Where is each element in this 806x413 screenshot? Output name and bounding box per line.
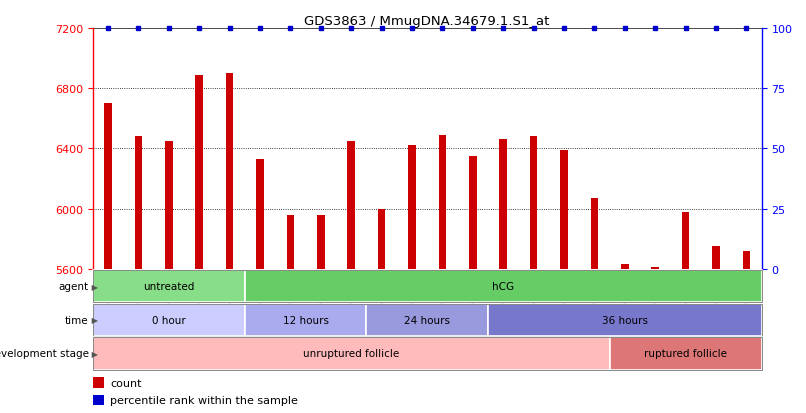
Bar [408, 146, 416, 269]
Bar [245, 304, 367, 336]
Text: unruptured follicle: unruptured follicle [303, 349, 399, 358]
Text: time: time [65, 315, 89, 325]
Bar [226, 74, 233, 269]
Bar [488, 304, 762, 336]
Text: 0 hour: 0 hour [152, 315, 185, 325]
Bar [165, 142, 172, 269]
Bar [367, 304, 488, 336]
Bar [317, 215, 325, 269]
Bar [93, 377, 104, 388]
Bar [378, 210, 385, 269]
Text: 24 hours: 24 hours [404, 315, 451, 325]
Title: GDS3863 / MmugDNA.34679.1.S1_at: GDS3863 / MmugDNA.34679.1.S1_at [305, 15, 550, 28]
Bar [560, 151, 567, 269]
Text: percentile rank within the sample: percentile rank within the sample [110, 395, 298, 405]
Bar [347, 142, 355, 269]
Bar [287, 215, 294, 269]
Text: development stage: development stage [0, 349, 89, 358]
Bar [245, 271, 762, 303]
Bar [93, 271, 245, 303]
Bar [500, 140, 507, 269]
Text: 12 hours: 12 hours [283, 315, 329, 325]
Text: 36 hours: 36 hours [602, 315, 648, 325]
Bar [438, 135, 447, 269]
Bar [609, 337, 762, 370]
Bar [256, 159, 264, 269]
Text: ▶: ▶ [89, 282, 98, 291]
Bar [713, 247, 720, 269]
Bar [104, 104, 112, 269]
Bar [469, 157, 476, 269]
Bar [651, 267, 659, 269]
Bar [742, 251, 750, 269]
Text: agent: agent [59, 282, 89, 292]
Bar [195, 76, 203, 269]
Text: hCG: hCG [492, 282, 514, 292]
Bar [93, 337, 609, 370]
Text: untreated: untreated [143, 282, 194, 292]
Bar [682, 212, 689, 269]
Bar [93, 395, 104, 406]
Text: ruptured follicle: ruptured follicle [644, 349, 727, 358]
Text: ▶: ▶ [89, 349, 98, 358]
Bar [93, 304, 245, 336]
Text: count: count [110, 378, 142, 388]
Text: ▶: ▶ [89, 316, 98, 325]
Bar [591, 199, 598, 269]
Bar [530, 137, 538, 269]
Bar [621, 265, 629, 269]
Bar [135, 137, 142, 269]
